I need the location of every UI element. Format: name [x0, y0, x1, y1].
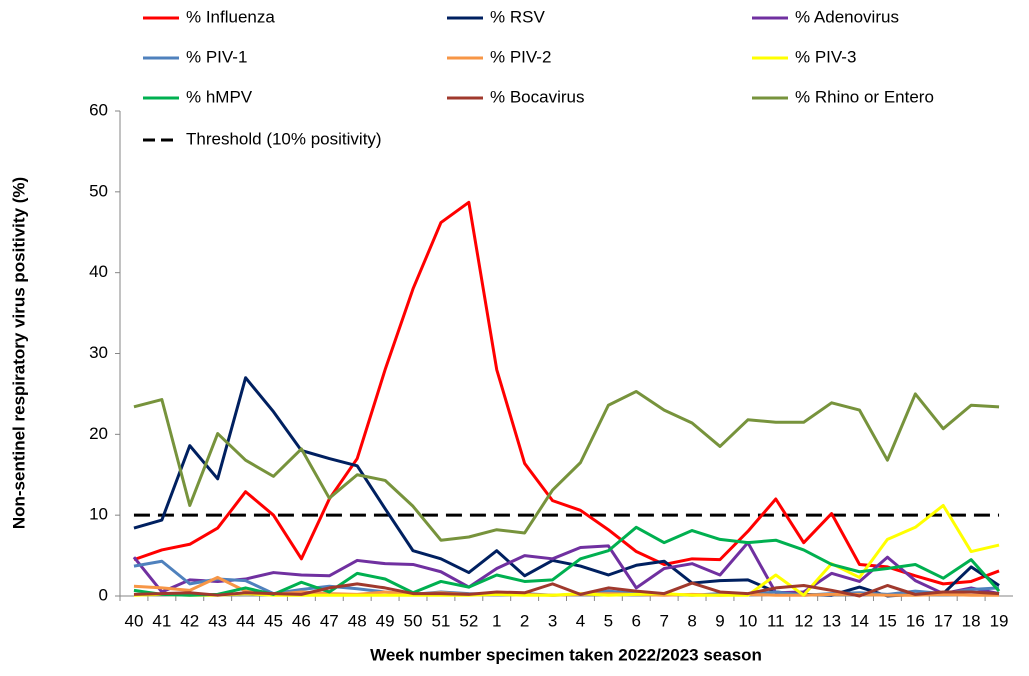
legend-label: % PIV-3	[795, 47, 856, 66]
legend-label: % PIV-2	[490, 47, 551, 66]
y-tick-label: 30	[89, 343, 108, 362]
series-line	[133, 525, 1001, 597]
legend-label: % PIV-1	[186, 47, 247, 66]
series-line	[133, 503, 1000, 597]
x-axis-label: Week number specimen taken 2022/2023 sea…	[370, 645, 762, 664]
x-tick-label: 51	[431, 611, 450, 630]
legend-label: Threshold (10% positivity)	[186, 129, 382, 148]
x-tick-label: 9	[715, 611, 724, 630]
legend-label: % Bocavirus	[490, 87, 584, 106]
x-tick-label: 45	[264, 611, 283, 630]
x-tick-label: 47	[320, 611, 339, 630]
x-tick-label: 2	[520, 611, 529, 630]
x-tick-label: 1	[492, 611, 501, 630]
x-tick-label: 6	[632, 611, 641, 630]
series-line	[132, 541, 1000, 596]
x-tick-label: 42	[180, 611, 199, 630]
x-tick-label: 43	[208, 611, 227, 630]
y-tick-label: 40	[89, 262, 108, 281]
x-tick-label: 19	[990, 611, 1009, 630]
legend-label: % Influenza	[186, 7, 275, 26]
x-tick-label: 11	[767, 611, 785, 630]
series-line	[133, 581, 1000, 598]
x-tick-label: 49	[376, 611, 395, 630]
x-tick-label: 44	[236, 611, 255, 630]
x-tick-label: 7	[659, 611, 668, 630]
x-tick-label: 14	[850, 611, 869, 630]
x-tick-label: 46	[292, 611, 311, 630]
x-tick-label: 41	[152, 611, 171, 630]
x-tick-label: 17	[934, 611, 953, 630]
x-tick-label: 50	[404, 611, 423, 630]
legend-label: % hMPV	[186, 87, 253, 106]
y-axis-label: Non-sentinel respiratory virus positivit…	[9, 177, 28, 529]
x-tick-label: 13	[822, 611, 841, 630]
y-tick-label: 10	[89, 505, 108, 524]
series-line	[133, 376, 1000, 598]
x-tick-label: 40	[124, 611, 143, 630]
x-tick-label: 12	[794, 611, 813, 630]
y-tick-label: 0	[99, 585, 108, 604]
x-tick-label: 5	[604, 611, 613, 630]
y-tick-label: 50	[89, 181, 108, 200]
x-tick-label: 8	[687, 611, 696, 630]
y-tick-label: 60	[89, 100, 108, 119]
y-tick-label: 20	[89, 424, 108, 443]
x-tick-label: 4	[576, 611, 585, 630]
legend-label: % Rhino or Entero	[795, 87, 934, 106]
x-tick-label: 10	[738, 611, 757, 630]
x-tick-label: 16	[906, 611, 925, 630]
series-line	[133, 389, 1000, 542]
x-tick-label: 15	[878, 611, 897, 630]
series-line	[133, 200, 1000, 586]
legend-label: % RSV	[490, 7, 545, 26]
x-tick-label: 3	[548, 611, 557, 630]
x-tick-label: 48	[348, 611, 367, 630]
x-tick-label: 18	[962, 611, 981, 630]
x-tick-label: 52	[459, 611, 478, 630]
legend-label: % Adenovirus	[795, 7, 899, 26]
